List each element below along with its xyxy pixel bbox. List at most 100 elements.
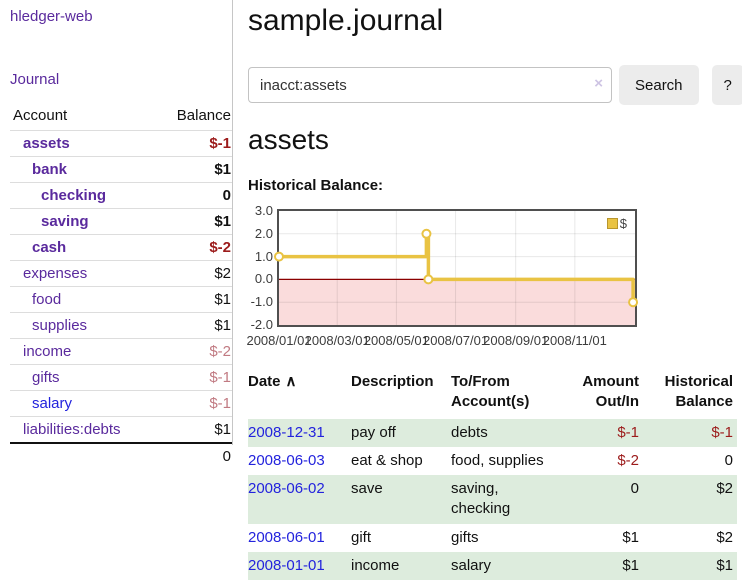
account-row: bank $1	[10, 156, 232, 183]
journal-nav-link[interactable]: Journal	[10, 71, 60, 88]
register-table: Date ∧ Description To/From Account(s) Amo…	[248, 370, 737, 580]
account-row: expenses $2	[10, 260, 232, 287]
transaction-date-link[interactable]: 2008-06-02	[248, 480, 325, 497]
transaction-date-link[interactable]: 2008-06-03	[248, 451, 325, 469]
accounts-total: 0	[222, 448, 231, 465]
account-row: supplies $1	[10, 312, 232, 339]
account-balance: $-2	[209, 343, 231, 360]
transaction-description: save	[351, 480, 383, 497]
account-column-header: Account	[13, 107, 68, 124]
account-link[interactable]: supplies	[32, 317, 88, 334]
account-link[interactable]: saving	[41, 213, 89, 230]
brand-link[interactable]: hledger-web	[10, 8, 93, 25]
account-row: liabilities:debts $1	[10, 416, 232, 444]
account-balance: $1	[214, 421, 231, 438]
transaction-amount: $1	[622, 556, 639, 574]
transaction-accounts: saving, checking	[451, 480, 511, 518]
chart-y-axis-label: -2.0	[250, 317, 273, 332]
transaction-accounts: salary	[451, 556, 492, 574]
account-link[interactable]: salary	[32, 395, 73, 412]
transaction-accounts: food, supplies	[451, 451, 544, 469]
account-heading: assets	[248, 124, 329, 155]
chart-x-axis-label: 2008/09/01	[483, 333, 549, 348]
chart-y-axis-label: 0.0	[254, 271, 273, 287]
account-link[interactable]: food	[32, 291, 62, 308]
account-link[interactable]: liabilities:debts	[23, 421, 121, 438]
transaction-accounts: gifts	[451, 528, 479, 546]
main-content: sample.journal × Search ? assets Histori…	[233, 0, 742, 580]
transaction-amount: $1	[622, 528, 639, 546]
account-link[interactable]: assets	[23, 135, 70, 152]
account-row: saving $1	[10, 208, 232, 235]
account-link[interactable]: expenses	[23, 265, 88, 282]
search-input-wrap: ×	[248, 67, 612, 103]
transaction-balance: $2	[716, 480, 733, 497]
account-link[interactable]: income	[23, 343, 72, 360]
balance-chart: $ 3.0 2.0 1.0 0.0 -1.0 -2.0 2008/01/01 2008/03/…	[246, 203, 728, 358]
column-header-description: Description	[351, 373, 434, 390]
transaction-balance: 0	[724, 451, 733, 469]
transaction-date-link[interactable]: 2008-01-01	[248, 556, 325, 574]
accounts-table: Account Balance assets $-1 bank $1 checking 0…	[10, 104, 232, 469]
account-balance: $1	[214, 291, 231, 308]
search-input[interactable]	[248, 67, 612, 103]
account-balance: $-1	[209, 395, 231, 412]
account-link[interactable]: gifts	[32, 369, 60, 386]
chart-y-axis-label: -1.0	[250, 294, 273, 310]
column-header-accounts: To/From Account(s)	[451, 373, 530, 411]
clear-search-icon[interactable]: ×	[594, 75, 603, 92]
sidebar: hledger-web Journal Account Balance asse…	[0, 0, 233, 465]
search-button[interactable]: Search	[619, 65, 699, 105]
account-link[interactable]: bank	[32, 161, 68, 178]
account-row: food $1	[10, 286, 232, 313]
account-balance: $-1	[209, 369, 231, 386]
register-header-row: Date ∧ Description To/From Account(s) Amo…	[248, 370, 737, 419]
account-balance: $2	[214, 265, 231, 282]
account-link[interactable]: checking	[41, 187, 107, 204]
account-row: cash $-2	[10, 234, 232, 261]
transaction-row: 2008-06-02 save saving, checking 0 $2	[248, 475, 737, 524]
transaction-row: 2008-06-01 gift gifts $1 $2	[248, 524, 737, 552]
chart-x-axis-label: 2008/05/01	[363, 333, 429, 348]
chart-legend: $	[606, 216, 627, 231]
account-row: assets $-1	[10, 130, 232, 157]
transaction-row: 2008-01-01 income salary $1 $1	[248, 551, 737, 580]
transaction-description: eat & shop	[351, 451, 423, 469]
chart-plot-area: $	[274, 209, 639, 327]
transaction-amount: $-1	[617, 423, 639, 441]
account-balance: $-2	[209, 239, 231, 256]
transaction-balance: $-1	[711, 423, 733, 441]
account-balance: $1	[214, 161, 231, 178]
balance-column-header: Balance	[176, 107, 231, 124]
column-header-balance: Historical Balance	[664, 373, 733, 411]
transaction-description: income	[351, 556, 400, 574]
account-link[interactable]: cash	[32, 239, 67, 256]
account-balance: $1	[214, 213, 231, 230]
transaction-row: 2008-12-31 pay off debts $-1 $-1	[248, 418, 737, 447]
transaction-row: 2008-06-03 eat & shop food, supplies $-2 0	[248, 447, 737, 475]
account-row: gifts $-1	[10, 364, 232, 391]
transaction-description: pay off	[351, 423, 396, 441]
transaction-amount: 0	[630, 480, 639, 497]
account-balance: $-1	[209, 135, 231, 152]
help-button[interactable]: ?	[711, 65, 742, 105]
chart-x-axis-label: 2008/07/01	[422, 333, 489, 348]
transaction-accounts: debts	[451, 423, 488, 441]
chart-x-axis-label: 2008/11/01	[542, 333, 607, 348]
transaction-balance: $2	[716, 528, 733, 546]
chart-y-axis-label: 1.0	[254, 248, 273, 264]
chart-title: Historical Balance:	[248, 177, 384, 194]
legend-swatch-icon	[606, 218, 618, 229]
transaction-date-link[interactable]: 2008-06-01	[248, 528, 325, 546]
account-row: income $-2	[10, 338, 232, 365]
transaction-date-link[interactable]: 2008-12-31	[248, 423, 325, 441]
accounts-table-header: Account Balance	[10, 104, 232, 131]
account-balance: $1	[214, 317, 231, 334]
chart-y-axis-label: 3.0	[254, 203, 273, 218]
transaction-balance: $1	[716, 556, 733, 574]
column-header-date[interactable]: Date ∧	[248, 373, 297, 390]
account-balance: 0	[222, 187, 231, 204]
transaction-description: gift	[351, 528, 372, 546]
legend-label: $	[619, 216, 627, 231]
